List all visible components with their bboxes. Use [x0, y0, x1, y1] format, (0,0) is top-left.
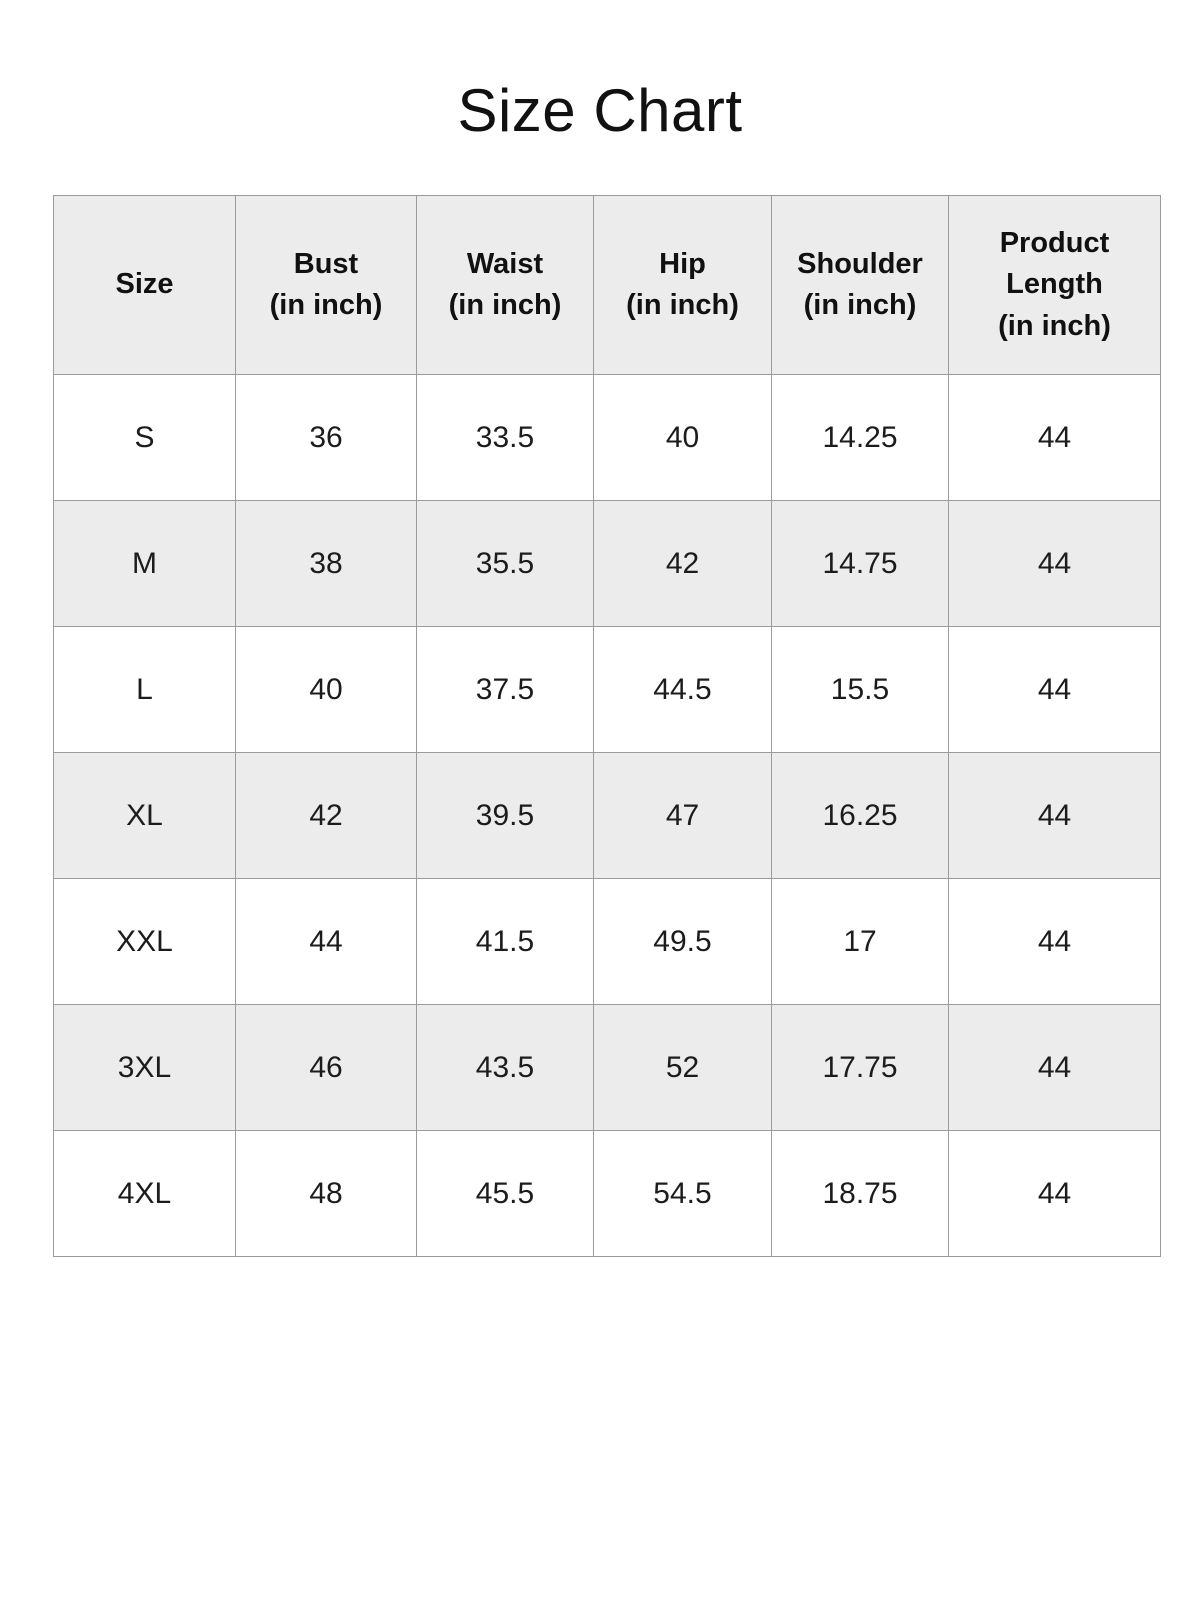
column-header-label: Shoulder: [797, 247, 923, 280]
waist-cell: 45.5: [416, 1130, 594, 1257]
size-cell: M: [53, 500, 236, 627]
size-cell: XL: [53, 752, 236, 879]
product-length-cell: 44: [948, 626, 1161, 753]
shoulder-cell: 14.25: [771, 374, 949, 501]
hip-cell: 44.5: [593, 626, 772, 753]
waist-cell: 37.5: [416, 626, 594, 753]
table-row-xxl: XXL 44 41.5 49.5 17 44: [53, 878, 1161, 1005]
column-header-unit: (in inch): [626, 289, 739, 321]
product-length-cell: 44: [948, 1004, 1161, 1131]
hip-cell: 40: [593, 374, 772, 501]
column-header-product-length: Product Length (in inch): [948, 195, 1161, 375]
shoulder-cell: 15.5: [771, 626, 949, 753]
size-cell: 3XL: [53, 1004, 236, 1131]
column-header-label: Bust: [293, 247, 359, 280]
waist-cell: 41.5: [416, 878, 594, 1005]
column-header-hip: Hip (in inch): [593, 195, 772, 375]
header-row: Size Bust (in inch) Waist (in inch) Hip …: [53, 195, 1161, 375]
column-header-shoulder: Shoulder (in inch): [771, 195, 949, 375]
bust-cell: 40: [235, 626, 417, 753]
column-header-waist: Waist (in inch): [416, 195, 594, 375]
shoulder-cell: 16.25: [771, 752, 949, 879]
column-header-label: Size: [115, 268, 174, 301]
size-cell: XXL: [53, 878, 236, 1005]
size-chart-page: Size Chart Size Bust (in inch) Waist: [53, 77, 1161, 1257]
product-length-cell: 44: [948, 878, 1161, 1005]
product-length-cell: 44: [948, 1130, 1161, 1257]
waist-cell: 33.5: [416, 374, 594, 501]
table-row-4xl: 4XL 48 45.5 54.5 18.75 44: [53, 1130, 1161, 1257]
table-row-m: M 38 35.5 42 14.75 44: [53, 500, 1161, 627]
size-cell: L: [53, 626, 236, 753]
page-title: Size Chart: [457, 77, 743, 144]
column-header-label: Hip: [659, 247, 706, 280]
column-header-bust: Bust (in inch): [235, 195, 417, 375]
waist-cell: 43.5: [416, 1004, 594, 1131]
waist-cell: 39.5: [416, 752, 594, 879]
column-header-unit: (in inch): [803, 289, 917, 321]
table-row-3xl: 3XL 46 43.5 52 17.75 44: [53, 1004, 1161, 1131]
bust-cell: 38: [235, 500, 417, 627]
waist-cell: 35.5: [416, 500, 594, 627]
bust-cell: 36: [235, 374, 417, 501]
table-row-l: L 40 37.5 44.5 15.5 44: [53, 626, 1161, 753]
product-length-cell: 44: [948, 752, 1161, 879]
product-length-cell: 44: [948, 500, 1161, 627]
shoulder-cell: 14.75: [771, 500, 949, 627]
bust-cell: 48: [235, 1130, 417, 1257]
column-header-label: Waist: [466, 247, 544, 280]
hip-cell: 47: [593, 752, 772, 879]
hip-cell: 49.5: [593, 878, 772, 1005]
hip-cell: 54.5: [593, 1130, 772, 1257]
column-header-label: Product Length: [999, 227, 1110, 301]
bust-cell: 44: [235, 878, 417, 1005]
bust-cell: 46: [235, 1004, 417, 1131]
shoulder-cell: 17.75: [771, 1004, 949, 1131]
size-chart-table: Size Bust (in inch) Waist (in inch) Hip …: [53, 195, 1161, 1257]
column-header-unit: (in inch): [269, 289, 383, 321]
table-row-xl: XL 42 39.5 47 16.25 44: [53, 752, 1161, 879]
column-header-size: Size: [53, 195, 236, 375]
product-length-cell: 44: [948, 374, 1161, 501]
size-cell: 4XL: [53, 1130, 236, 1257]
shoulder-cell: 17: [771, 878, 949, 1005]
hip-cell: 42: [593, 500, 772, 627]
column-header-unit: (in inch): [998, 309, 1111, 342]
column-header-unit: (in inch): [448, 289, 562, 321]
bust-cell: 42: [235, 752, 417, 879]
size-cell: S: [53, 374, 236, 501]
table-row-s: S 36 33.5 40 14.25 44: [53, 374, 1161, 501]
hip-cell: 52: [593, 1004, 772, 1131]
shoulder-cell: 18.75: [771, 1130, 949, 1257]
